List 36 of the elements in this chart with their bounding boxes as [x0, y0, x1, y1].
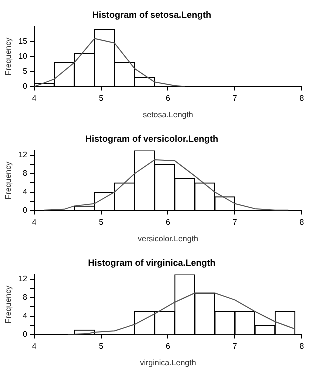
y-tick-label: 12	[18, 150, 28, 160]
y-axis-title: Frequency	[4, 38, 14, 76]
y-axis-title: Frequency	[4, 286, 14, 324]
x-tick-label: 5	[99, 218, 104, 227]
x-tick-label: 4	[32, 218, 38, 227]
y-tick-label: 15	[18, 37, 28, 46]
y-tick-label: 4	[23, 312, 28, 321]
y-tick-label: 0	[23, 330, 28, 340]
y-tick-label: 0	[23, 206, 28, 216]
x-tick-label: 8	[300, 342, 305, 351]
x-tick-label: 6	[166, 342, 172, 351]
x-tick-label: 6	[166, 94, 172, 103]
y-tick-label: 10	[18, 52, 28, 62]
y-tick-label: 12	[18, 274, 28, 284]
chart-title: Histogram of setosa.Length	[92, 10, 212, 20]
y-tick-label: 8	[23, 293, 28, 302]
x-axis-title: virginica.Length	[140, 358, 196, 368]
x-tick-label: 4	[32, 342, 38, 351]
x-axis-title: setosa.Length	[143, 110, 194, 120]
x-tick-label: 8	[300, 218, 305, 227]
y-tick-label: 8	[23, 169, 28, 178]
x-axis-title: versicolor.Length	[138, 234, 198, 244]
y-tick-label: 4	[23, 188, 28, 197]
x-tick-label: 7	[232, 218, 238, 227]
x-tick-label: 7	[232, 94, 238, 103]
x-tick-label: 6	[166, 218, 172, 227]
y-tick-label: 5	[23, 67, 28, 76]
chart-title: Histogram of versicolor.Length	[85, 134, 219, 144]
x-tick-label: 8	[300, 94, 305, 103]
y-tick-label: 0	[23, 82, 28, 92]
x-tick-label: 5	[99, 94, 104, 103]
x-tick-label: 7	[232, 342, 238, 351]
chart-title: Histogram of virginica.Length	[88, 258, 216, 268]
x-tick-label: 4	[32, 94, 38, 103]
y-axis-title: Frequency	[4, 162, 14, 200]
x-tick-label: 5	[99, 342, 104, 351]
